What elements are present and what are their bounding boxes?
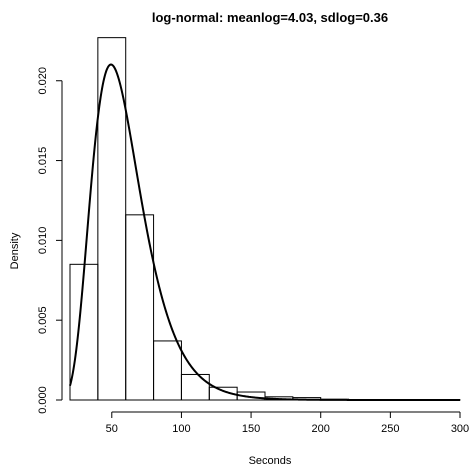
y-tick-label: 0.020: [37, 67, 49, 95]
density-curve: [70, 65, 460, 400]
histogram-bar: [154, 341, 182, 400]
y-axis: 0.000 0.005 0.010 0.015 0.020: [37, 67, 62, 414]
x-tick-label: 100: [172, 423, 190, 435]
x-axis-label: Seconds: [249, 455, 292, 467]
x-tick-label: 50: [106, 423, 118, 435]
y-tick-label: 0.010: [37, 227, 49, 255]
y-axis-label: Density: [9, 232, 21, 269]
y-tick-label: 0.005: [37, 306, 49, 334]
x-tick-label: 300: [451, 423, 469, 435]
y-tick-label: 0.015: [37, 147, 49, 175]
x-tick-label: 200: [312, 423, 330, 435]
histogram-bars: [70, 38, 460, 400]
x-tick-label: 150: [242, 423, 260, 435]
histogram-bar: [181, 374, 209, 400]
x-axis: 50 100 150 200 250 300: [106, 412, 470, 435]
histogram-bar: [70, 264, 98, 400]
x-tick-label: 250: [381, 423, 399, 435]
chart-title: log-normal: meanlog=4.03, sdlog=0.36: [152, 10, 388, 25]
y-tick-label: 0.000: [37, 386, 49, 414]
